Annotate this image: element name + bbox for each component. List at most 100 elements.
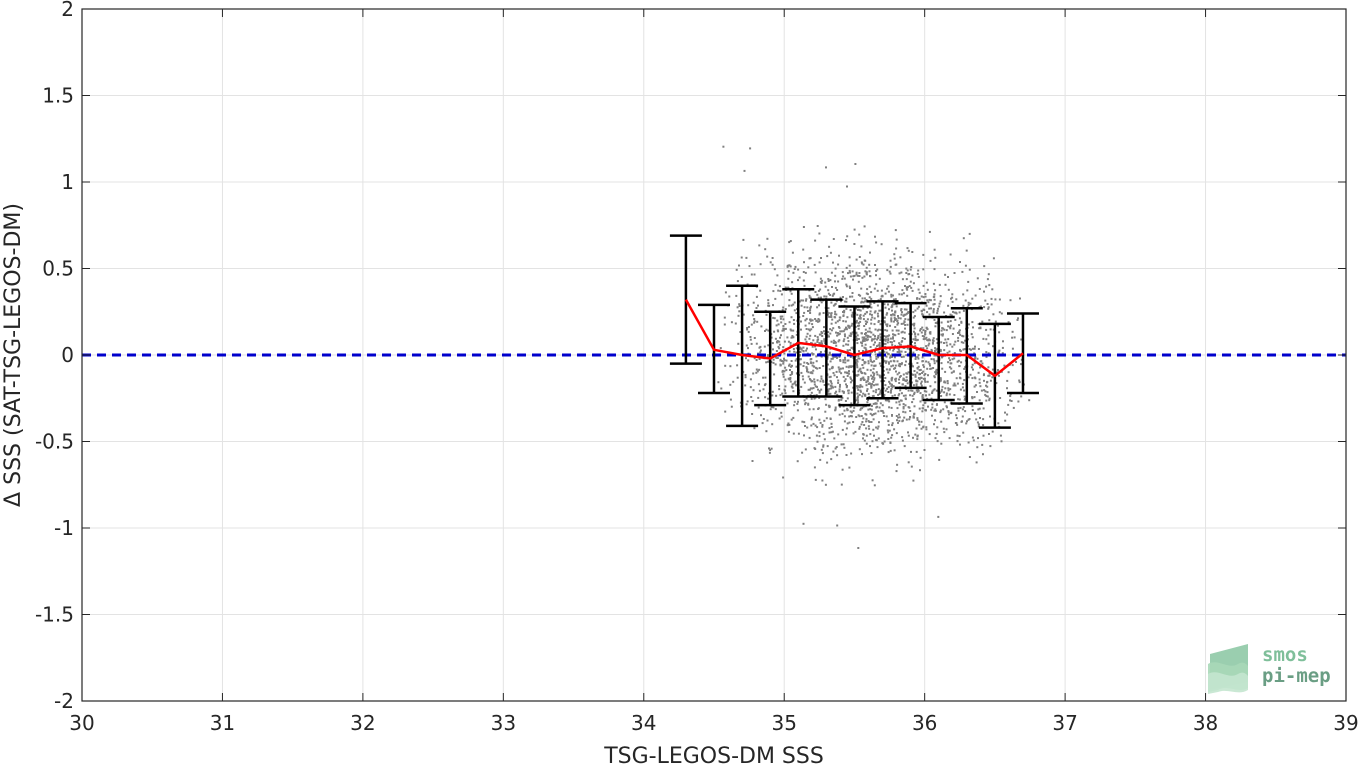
scatter-point <box>958 329 961 332</box>
scatter-point <box>729 398 732 401</box>
scatter-point <box>917 333 920 336</box>
scatter-point <box>809 388 811 391</box>
scatter-point <box>902 378 905 381</box>
scatter-point <box>876 399 879 402</box>
scatter-point <box>880 309 883 312</box>
scatter-point <box>878 374 881 377</box>
scatter-point <box>940 442 943 445</box>
scatter-point <box>836 320 839 323</box>
scatter-point <box>897 416 900 419</box>
scatter-point <box>893 333 896 336</box>
scatter-point <box>818 313 821 316</box>
scatter-point <box>773 330 776 333</box>
scatter-point <box>930 408 933 411</box>
scatter-point <box>832 339 835 342</box>
scatter-point <box>789 328 792 331</box>
scatter-point <box>932 311 935 314</box>
scatter-point <box>939 379 942 382</box>
scatter-point <box>834 341 837 344</box>
scatter-point <box>890 356 893 358</box>
scatter-point <box>736 364 739 367</box>
scatter-point <box>905 308 908 311</box>
scatter-point <box>807 402 810 405</box>
scatter-point <box>869 445 871 448</box>
scatter-point <box>949 388 952 391</box>
scatter-point <box>898 419 901 422</box>
scatter-point <box>759 289 762 292</box>
scatter-point <box>919 392 922 395</box>
scatter-point <box>893 348 895 350</box>
scatter-point <box>1001 352 1004 355</box>
scatter-point <box>949 359 951 362</box>
scatter-point <box>907 318 910 321</box>
scatter-point <box>798 276 801 279</box>
scatter-point <box>890 314 893 317</box>
scatter-point <box>790 292 793 295</box>
scatter-point <box>875 426 878 429</box>
scatter-point <box>779 359 782 362</box>
scatter-point <box>723 316 726 319</box>
scatter-point <box>1003 364 1006 367</box>
scatter-point <box>770 447 773 450</box>
scatter-point <box>795 365 798 368</box>
scatter-point <box>978 288 981 290</box>
scatter-point <box>985 338 988 341</box>
scatter-point <box>989 328 992 331</box>
scatter-point <box>810 299 812 302</box>
scatter-point <box>793 322 796 325</box>
scatter-point <box>943 391 946 394</box>
scatter-point <box>807 403 810 406</box>
scatter-point <box>883 335 886 338</box>
scatter-point <box>895 329 898 332</box>
scatter-point <box>749 147 752 150</box>
scatter-point <box>857 355 860 358</box>
scatter-point <box>876 268 879 271</box>
scatter-point <box>898 413 900 416</box>
scatter-point <box>873 434 875 437</box>
scatter-point <box>802 346 805 349</box>
scatter-point <box>913 391 916 394</box>
scatter-point <box>776 274 779 277</box>
scatter-point <box>745 344 748 347</box>
scatter-point <box>893 298 895 301</box>
scatter-point <box>880 351 883 354</box>
scatter-point <box>772 290 775 293</box>
y-tick-label: -1.5 <box>35 603 74 627</box>
scatter-point <box>946 351 949 354</box>
scatter-point <box>853 299 856 302</box>
scatter-point <box>931 406 934 409</box>
scatter-point <box>904 285 906 287</box>
scatter-point <box>815 348 817 351</box>
scatter-point <box>845 365 848 368</box>
scatter-point <box>811 387 813 390</box>
scatter-point <box>910 286 913 289</box>
scatter-point <box>832 304 835 307</box>
scatter-point <box>990 303 993 306</box>
scatter-point <box>862 366 865 369</box>
scatter-point <box>835 446 838 448</box>
scatter-point <box>883 440 886 443</box>
scatter-point <box>753 357 756 360</box>
scatter-point <box>888 380 891 383</box>
scatter-point <box>830 382 833 385</box>
scatter-point <box>928 230 931 233</box>
scatter-point <box>932 303 935 306</box>
scatter-point <box>779 394 782 397</box>
scatter-point <box>869 358 872 361</box>
logo-text-pimep: pi-mep <box>1262 665 1331 687</box>
scatter-point <box>902 405 905 408</box>
scatter-point <box>904 398 907 401</box>
scatter-point <box>905 267 908 270</box>
scatter-point <box>892 337 894 340</box>
scatter-point <box>797 268 800 271</box>
scatter-point <box>883 395 886 398</box>
scatter-point <box>828 427 831 430</box>
scatter-point <box>856 334 859 337</box>
scatter-point <box>752 389 755 392</box>
scatter-point <box>826 461 829 464</box>
scatter-point <box>768 451 771 454</box>
scatter-point <box>829 279 832 282</box>
scatter-point <box>916 297 919 300</box>
scatter-point <box>859 320 862 323</box>
scatter-point <box>936 347 939 350</box>
